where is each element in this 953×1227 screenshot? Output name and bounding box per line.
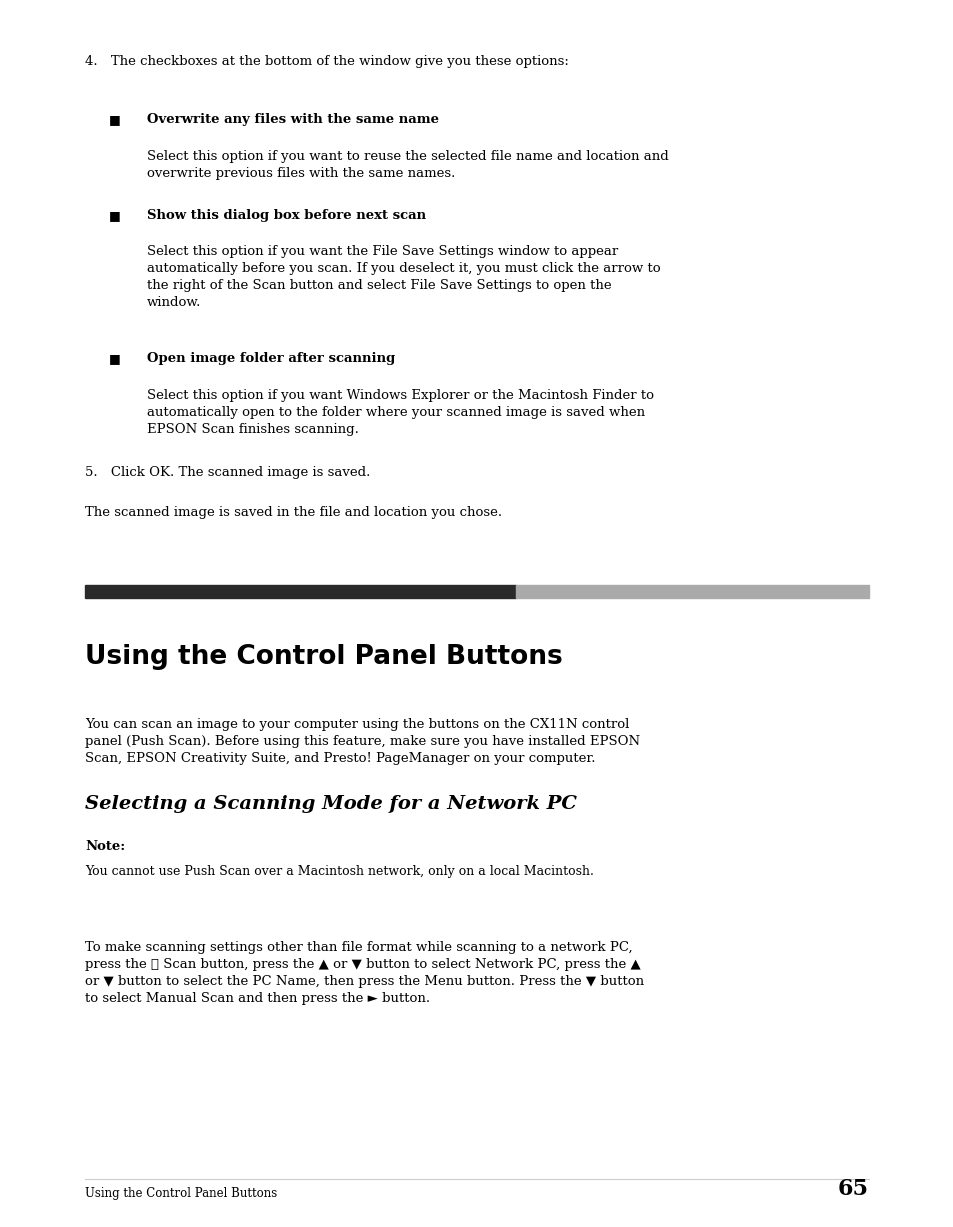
Text: Selecting a Scanning Mode for a Network PC: Selecting a Scanning Mode for a Network … xyxy=(85,795,577,814)
Text: Show this dialog box before next scan: Show this dialog box before next scan xyxy=(147,209,426,222)
Text: ■: ■ xyxy=(109,209,120,222)
Text: To make scanning settings other than file format while scanning to a network PC,: To make scanning settings other than fil… xyxy=(85,941,643,1005)
Text: 65: 65 xyxy=(837,1178,868,1200)
Bar xyxy=(85,585,516,598)
Text: Using the Control Panel Buttons: Using the Control Panel Buttons xyxy=(85,644,562,670)
Text: You can scan an image to your computer using the buttons on the CX11N control
pa: You can scan an image to your computer u… xyxy=(85,718,639,764)
Text: You cannot use Push Scan over a Macintosh network, only on a local Macintosh.: You cannot use Push Scan over a Macintos… xyxy=(85,865,594,879)
Text: Note:: Note: xyxy=(85,840,125,854)
Text: Using the Control Panel Buttons: Using the Control Panel Buttons xyxy=(85,1187,277,1200)
Text: ■: ■ xyxy=(109,352,120,366)
Bar xyxy=(516,585,868,598)
Text: Select this option if you want Windows Explorer or the Macintosh Finder to
autom: Select this option if you want Windows E… xyxy=(147,389,654,436)
Text: 4. The checkboxes at the bottom of the window give you these options:: 4. The checkboxes at the bottom of the w… xyxy=(85,55,568,69)
Text: Overwrite any files with the same name: Overwrite any files with the same name xyxy=(147,113,438,126)
Text: Select this option if you want to reuse the selected file name and location and
: Select this option if you want to reuse … xyxy=(147,150,668,179)
Text: Open image folder after scanning: Open image folder after scanning xyxy=(147,352,395,366)
Text: ■: ■ xyxy=(109,113,120,126)
Text: The scanned image is saved in the file and location you chose.: The scanned image is saved in the file a… xyxy=(85,506,501,519)
Text: 5. Click OK. The scanned image is saved.: 5. Click OK. The scanned image is saved. xyxy=(85,466,370,480)
Text: Select this option if you want the File Save Settings window to appear
automatic: Select this option if you want the File … xyxy=(147,245,659,309)
